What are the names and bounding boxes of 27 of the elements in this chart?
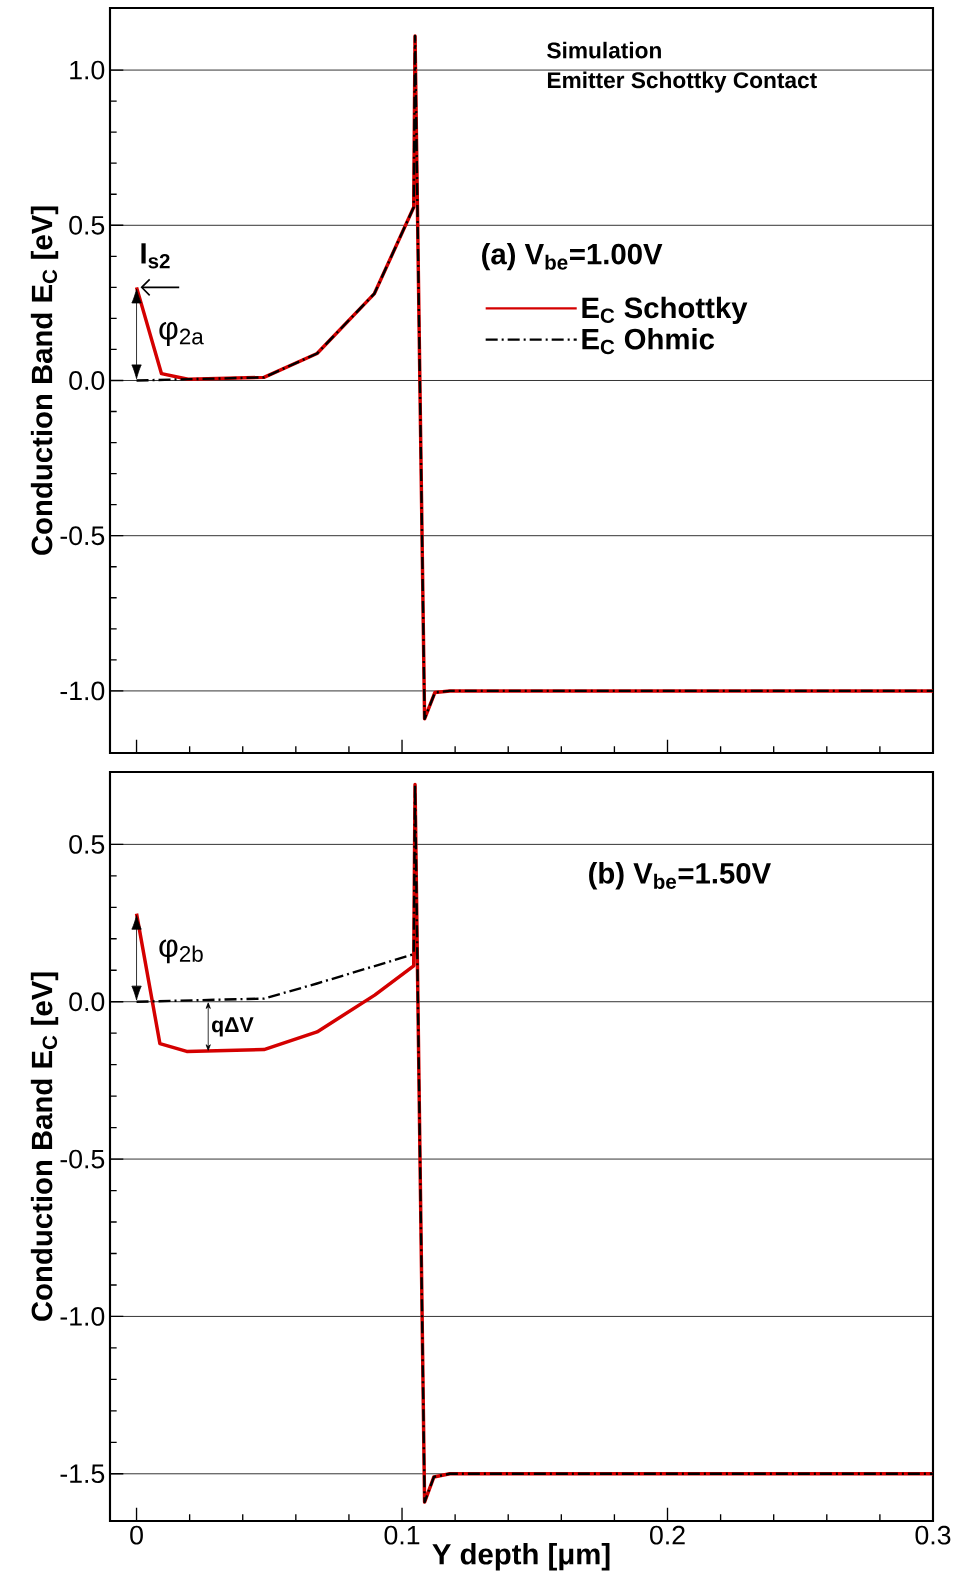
y-tick-label: 0.5 <box>69 834 105 854</box>
y-axis-title: Conduction Band E$_{C}$ [eV] <box>30 206 59 555</box>
y-tick-label: -1.5 <box>60 1464 105 1484</box>
annotation: φ$_{2a}$ <box>159 321 204 346</box>
legend-label: E$_{C}$ Schottky <box>582 296 748 325</box>
annotation: I$_{s2}$ <box>141 243 170 269</box>
annotation: φ$_{2b}$ <box>159 939 203 964</box>
y-tick-label: -0.5 <box>60 526 105 546</box>
x-tick-label: 0.1 <box>384 1525 420 1545</box>
y-tick-label: 0.0 <box>69 371 105 390</box>
annotation: (b) V$_{be}$=1.50V <box>589 862 771 890</box>
x-tick-label: 0.3 <box>915 1525 951 1545</box>
y-tick-label: -0.5 <box>60 1149 105 1169</box>
y-tick-label: 0.5 <box>69 215 105 235</box>
x-tick-label: 0.2 <box>650 1525 685 1545</box>
y-tick-label: -1.0 <box>60 1307 105 1326</box>
legend-label: E$_{C}$ Ohmic <box>582 327 715 355</box>
annotation: (a) V$_{be}$=1.00V <box>482 242 663 271</box>
x-axis-title: Y depth [μm] <box>432 1543 610 1571</box>
y-tick-label: -1.0 <box>60 681 105 701</box>
y-axis-title: Conduction Band E$_{C}$ [eV] <box>30 972 59 1321</box>
annotation: Simulation <box>547 41 661 59</box>
annotation: qΔV <box>212 1017 254 1037</box>
annotation: Emitter Schottky Contact <box>547 71 817 93</box>
x-tick-label: 0 <box>130 1525 143 1545</box>
y-tick-label: 1.0 <box>70 60 105 80</box>
y-tick-label: 0.0 <box>69 992 105 1012</box>
